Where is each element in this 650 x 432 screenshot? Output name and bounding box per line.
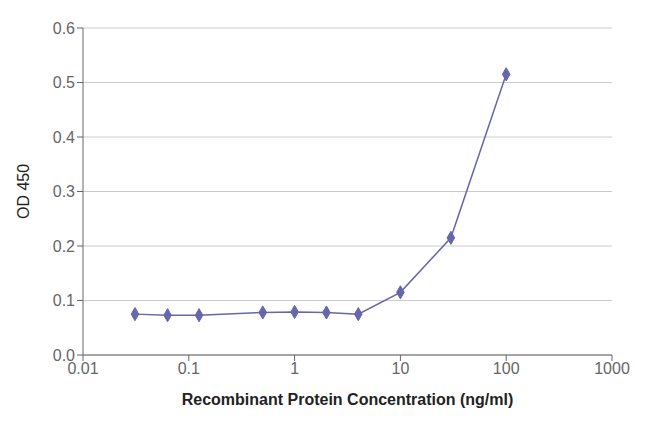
svg-text:0.5: 0.5 (53, 74, 75, 91)
svg-text:0.4: 0.4 (53, 129, 75, 146)
svg-text:0.3: 0.3 (53, 183, 75, 200)
svg-text:0.01: 0.01 (67, 360, 99, 378)
svg-text:Recombinant Protein Concentrat: Recombinant Protein Concentration (ng/ml… (182, 391, 514, 408)
svg-text:1: 1 (290, 360, 299, 377)
svg-text:1000: 1000 (594, 360, 630, 377)
svg-text:100: 100 (493, 360, 520, 377)
svg-text:0.6: 0.6 (53, 20, 75, 37)
svg-text:0.2: 0.2 (53, 238, 75, 255)
svg-text:OD 450: OD 450 (15, 164, 32, 219)
svg-text:0.1: 0.1 (53, 292, 75, 309)
svg-text:10: 10 (392, 360, 410, 377)
svg-text:0.0: 0.0 (53, 347, 75, 364)
svg-text:0.1: 0.1 (178, 360, 200, 377)
